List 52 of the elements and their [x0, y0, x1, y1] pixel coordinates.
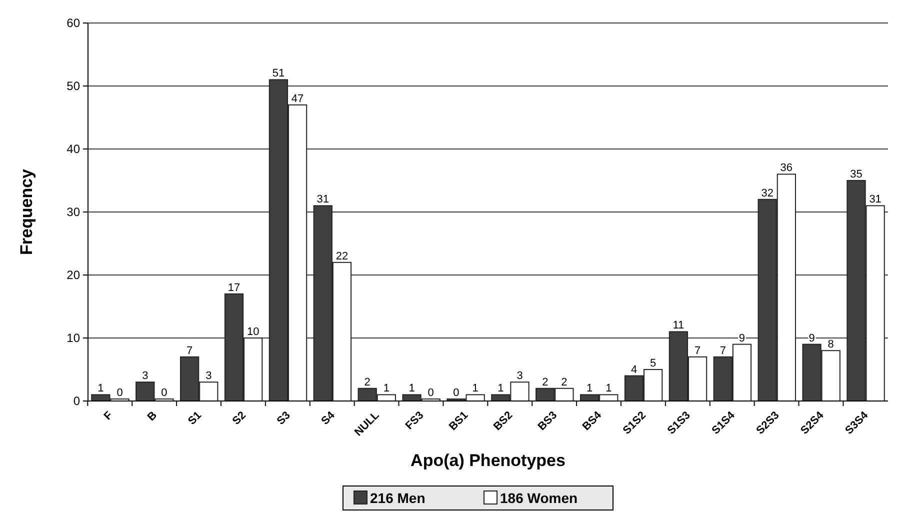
- data-label: 47: [291, 92, 304, 105]
- y-tick-label: 30: [66, 205, 80, 220]
- data-label: 17: [228, 282, 240, 294]
- x-tick-label: F: [102, 409, 116, 423]
- y-tick-label: 40: [66, 142, 80, 156]
- data-label: 22: [336, 250, 348, 262]
- legend-label: 186 Women: [500, 490, 578, 506]
- data-label: 31: [316, 194, 330, 206]
- x-tick-label: S1: [186, 409, 204, 428]
- data-label: 35: [850, 168, 862, 180]
- x-tick-label: S2: [230, 409, 248, 428]
- data-label: 7: [720, 344, 726, 357]
- data-label: 1: [383, 382, 390, 395]
- data-label: 10: [246, 326, 260, 338]
- data-label: 2: [561, 376, 568, 388]
- data-label: 51: [272, 68, 285, 80]
- legend-label: 216 Men: [370, 490, 426, 506]
- data-label: 1: [606, 382, 612, 395]
- x-tick-label: B: [145, 409, 160, 424]
- data-label: 3: [516, 370, 523, 382]
- data-label: 36: [780, 162, 793, 174]
- y-tick-label: 60: [66, 16, 80, 30]
- data-label: 1: [472, 382, 478, 395]
- y-tick-label: 0: [73, 394, 80, 408]
- y-tick-label: 20: [66, 268, 80, 282]
- x-axis-title: Apo(a) Phenotypes: [410, 451, 566, 470]
- data-label: 7: [694, 344, 701, 357]
- x-tick-label: FS3: [403, 409, 426, 432]
- data-label: 1: [498, 382, 504, 395]
- data-label: 4: [630, 364, 638, 376]
- data-label: 1: [98, 382, 104, 395]
- data-label: 32: [761, 187, 774, 200]
- data-label: 0: [116, 387, 123, 399]
- x-tick-label: S4: [319, 408, 338, 428]
- y-tick-label: 10: [66, 331, 80, 346]
- data-label: 11: [672, 320, 684, 332]
- data-label: 1: [408, 382, 415, 395]
- y-tick-label: 50: [66, 79, 80, 94]
- data-label: 2: [542, 376, 548, 388]
- data-label: 2: [364, 376, 370, 388]
- data-label: 7: [186, 344, 193, 357]
- data-label: 31: [869, 194, 882, 206]
- data-label: 0: [453, 387, 460, 399]
- data-label: 0: [428, 387, 434, 399]
- data-label: 3: [206, 370, 212, 382]
- data-label: 1: [586, 382, 593, 395]
- data-label: 5: [650, 358, 656, 370]
- y-axis-title: Frequency: [17, 168, 36, 255]
- data-label: 3: [142, 370, 148, 382]
- data-label: 0: [161, 387, 168, 399]
- x-tick-label: S3: [274, 409, 293, 428]
- data-label: 8: [828, 338, 834, 351]
